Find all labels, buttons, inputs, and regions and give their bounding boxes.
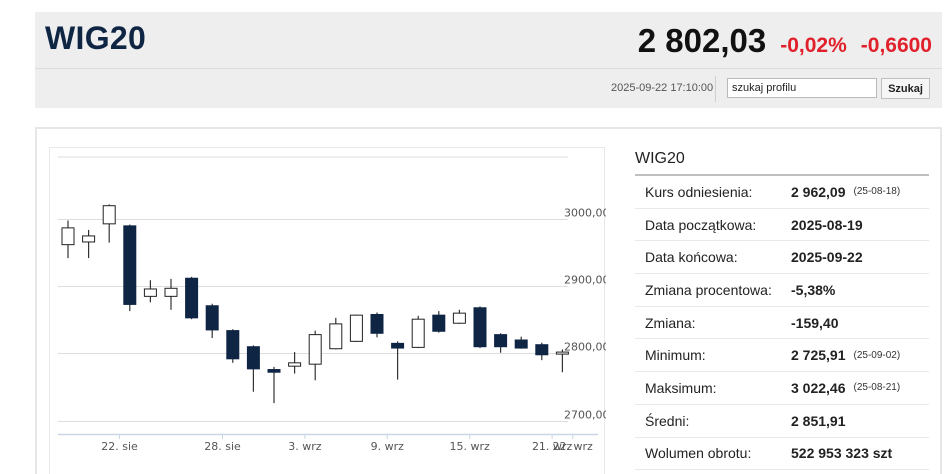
candle-body-down xyxy=(267,369,281,373)
info-row-value: 522 953 323 szt xyxy=(791,445,893,462)
candle-body-down xyxy=(185,277,199,319)
info-row: Kurs odniesienia: 2 962,09 (25-08-18) xyxy=(635,176,929,209)
y-tick-label: 3000,00 xyxy=(564,207,606,220)
info-row: Minimum: 2 725,91 (25-09-02) xyxy=(635,339,929,373)
info-row-value: 2025-08-19 xyxy=(791,216,863,233)
profile-search-input[interactable] xyxy=(727,78,877,98)
info-row-label: Data początkowa: xyxy=(645,216,757,233)
candle-body-down xyxy=(432,314,446,332)
info-title: WIG20 xyxy=(635,150,685,167)
change-percent: -0,02% xyxy=(780,34,847,57)
info-row-value: 2 851,91 xyxy=(791,412,846,429)
candle-body-down xyxy=(391,342,405,349)
info-row-value: 2 725,91 xyxy=(791,347,846,364)
change-absolute: -0,6600 xyxy=(860,34,932,57)
index-profile-card: 2700,00 2800,00 2900,00 3000,00 22. sie 28. s… xyxy=(35,127,942,474)
info-row: Wolumen obrotu: 522 953 323 szt xyxy=(635,438,929,471)
candle-body-up xyxy=(349,314,363,342)
info-row-value: 2 962,09 xyxy=(791,183,846,200)
candle-body-up xyxy=(452,312,466,324)
last-price: 2 802,03 xyxy=(637,22,767,59)
y-tick-label: 2900,00 xyxy=(564,274,606,287)
x-tick-label: 3. wrz xyxy=(288,440,322,453)
candle-body-down xyxy=(226,330,240,360)
search-divider xyxy=(715,76,716,102)
candle-body-down xyxy=(205,305,219,331)
info-row: Maksimum: 3 022,46 (25-08-21) xyxy=(635,372,929,405)
candle-body-up xyxy=(143,288,157,297)
quote-timestamp: 2025-09-22 17:10:00 xyxy=(611,82,714,94)
search-button[interactable]: Szukaj xyxy=(881,78,930,99)
candle-body-up xyxy=(308,334,322,365)
x-tick-label: 15. wrz xyxy=(450,440,491,453)
chart-svg: 2700,00 2800,00 2900,00 3000,00 22. sie 28. s… xyxy=(58,156,606,453)
index-info-panel: WIG20 Kurs odniesienia: 2 962,09 (25-08-18… xyxy=(635,147,929,471)
info-row: Data końcowa: 2025-09-22 xyxy=(635,241,929,275)
y-tick-label: 2700,00 xyxy=(564,409,606,422)
candle-body-down xyxy=(370,313,384,334)
index-header: WIG20 2 802,03 -0,02% -0,6600 2025-09-22 1… xyxy=(35,12,942,108)
info-row-value: 3 022,46 xyxy=(791,379,846,396)
candle-body-up xyxy=(329,323,343,350)
info-row-label: Kurs odniesienia: xyxy=(645,183,753,200)
info-row-value: -5,38% xyxy=(791,281,836,298)
candle-body-up xyxy=(61,227,75,246)
info-row: Zmiana procentowa: -5,38% xyxy=(635,274,929,307)
candle-body-down xyxy=(473,307,487,348)
x-tick-label: 9. wrz xyxy=(371,440,405,453)
header-divider xyxy=(35,68,942,69)
candle-body-down xyxy=(494,334,508,348)
candle-body-down xyxy=(514,339,528,349)
quote-summary: 2 802,03 -0,02% -0,6600 xyxy=(638,22,932,60)
info-row: Zmiana: -159,40 xyxy=(635,307,929,340)
info-table: Kurs odniesienia: 2 962,09 (25-08-18) Data … xyxy=(635,176,929,471)
info-row-label: Minimum: xyxy=(645,347,706,364)
candle-body-up xyxy=(164,287,178,297)
candle-body-up xyxy=(411,318,425,348)
candle-body-down xyxy=(246,346,260,370)
info-row-date: (25-08-18) xyxy=(853,186,901,198)
x-tick-label: 22. wrz xyxy=(553,440,594,453)
x-tick-label: 22. sie xyxy=(101,440,138,453)
info-row: Średni: 2 851,91 xyxy=(635,405,929,438)
info-row-value: 2025-09-22 xyxy=(791,249,863,266)
x-tick-label: 28. sie xyxy=(204,440,241,453)
candlestick-chart[interactable]: 2700,00 2800,00 2900,00 3000,00 22. sie 28. s… xyxy=(49,147,606,474)
info-row-label: Maksimum: xyxy=(645,379,717,396)
index-name: WIG20 xyxy=(45,20,147,56)
info-row-label: Zmiana procentowa: xyxy=(645,281,772,298)
candle-body-up xyxy=(555,351,569,355)
info-row-label: Zmiana: xyxy=(645,314,696,331)
candle-body-down xyxy=(535,344,549,356)
candle-body-up xyxy=(288,362,302,367)
info-row-date: (25-08-21) xyxy=(853,382,901,394)
x-tick-label: 21. wrz xyxy=(532,440,573,453)
info-row-value: -159,40 xyxy=(791,314,839,331)
info-row: Data początkowa: 2025-08-19 xyxy=(635,209,929,242)
candle-body-up xyxy=(102,205,116,225)
info-title-divider xyxy=(635,174,929,176)
candle-body-down xyxy=(123,225,137,305)
candle-body-up xyxy=(82,235,96,243)
info-row-date: (25-09-02) xyxy=(853,349,901,361)
info-row-label: Średni: xyxy=(645,412,690,429)
info-row-label: Data końcowa: xyxy=(645,249,738,266)
y-tick-label: 2800,00 xyxy=(564,341,606,354)
info-row-label: Wolumen obrotu: xyxy=(645,445,752,462)
